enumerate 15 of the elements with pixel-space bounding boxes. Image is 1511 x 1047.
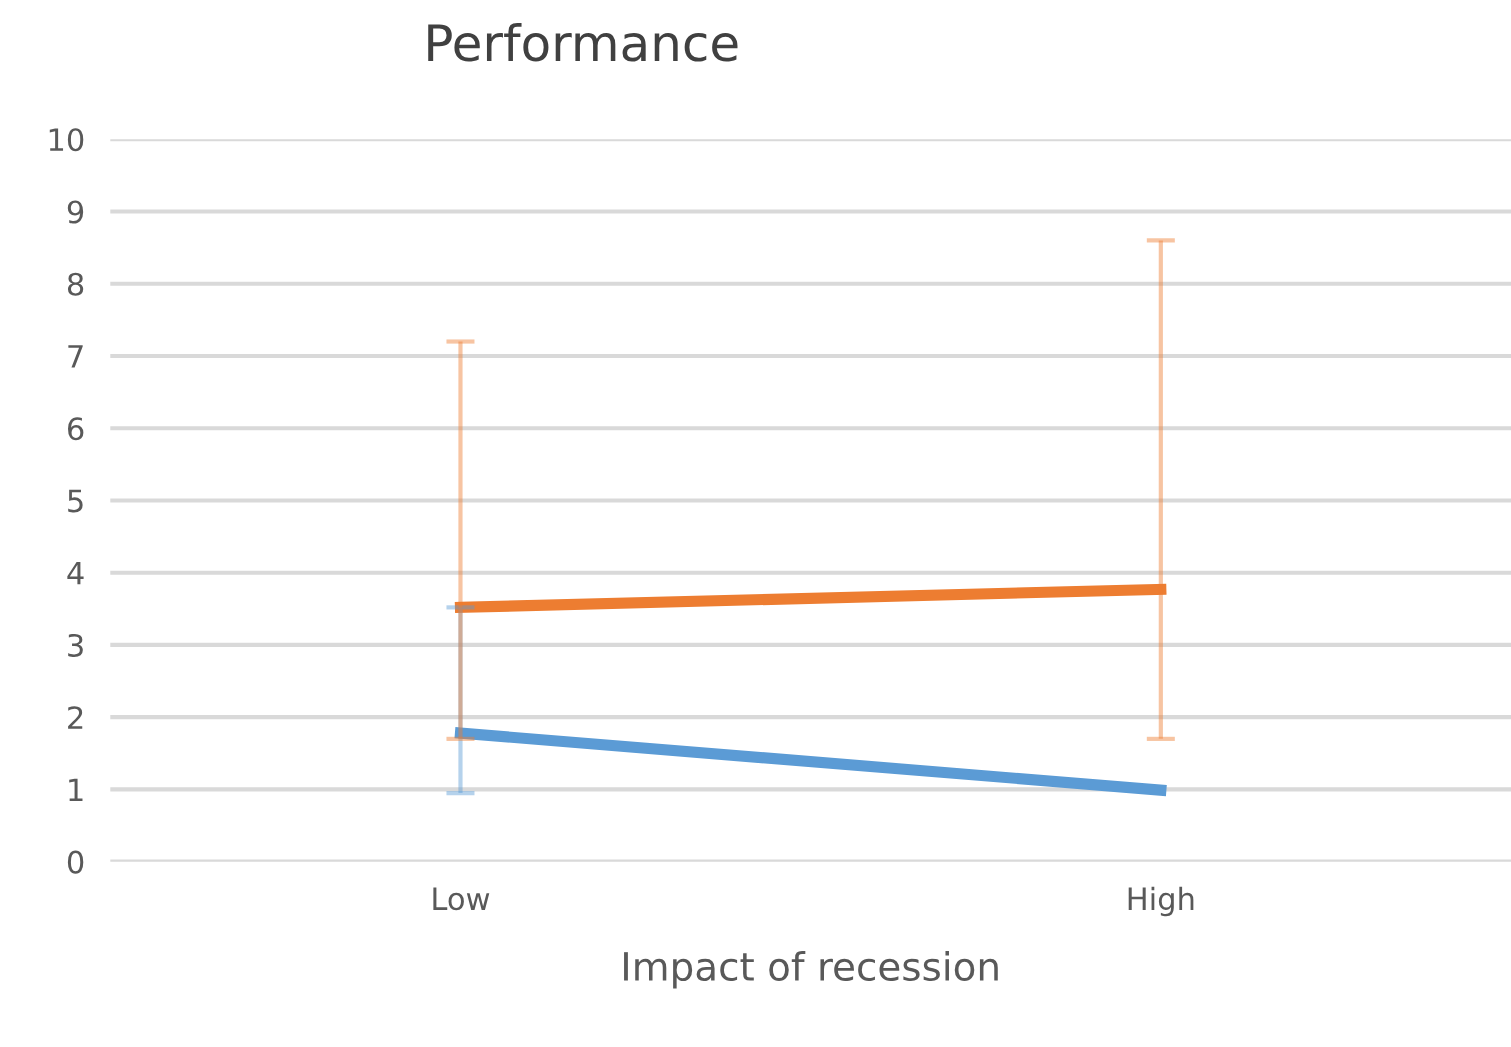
chart-title: Performance <box>428 22 738 62</box>
y-tick-label: 3 <box>68 633 83 657</box>
y-tick-label: 8 <box>67 272 84 296</box>
y-tick-label: 7 <box>68 345 83 368</box>
x-tick-label: Low <box>433 887 490 911</box>
y-tick-label: 4 <box>67 562 84 585</box>
x-axis-title: Impact of recession <box>624 950 998 989</box>
y-tick-label: 1 <box>69 778 83 802</box>
y-tick-label: 9 <box>67 200 84 224</box>
x-tick-label: High <box>1128 886 1194 917</box>
y-tick-label: 5 <box>68 489 83 513</box>
y-tick-label: 6 <box>68 417 84 441</box>
y-tick-label: 10 <box>49 128 84 152</box>
y-tick-label: 2 <box>68 706 83 729</box>
y-tick-label: 0 <box>67 850 84 874</box>
